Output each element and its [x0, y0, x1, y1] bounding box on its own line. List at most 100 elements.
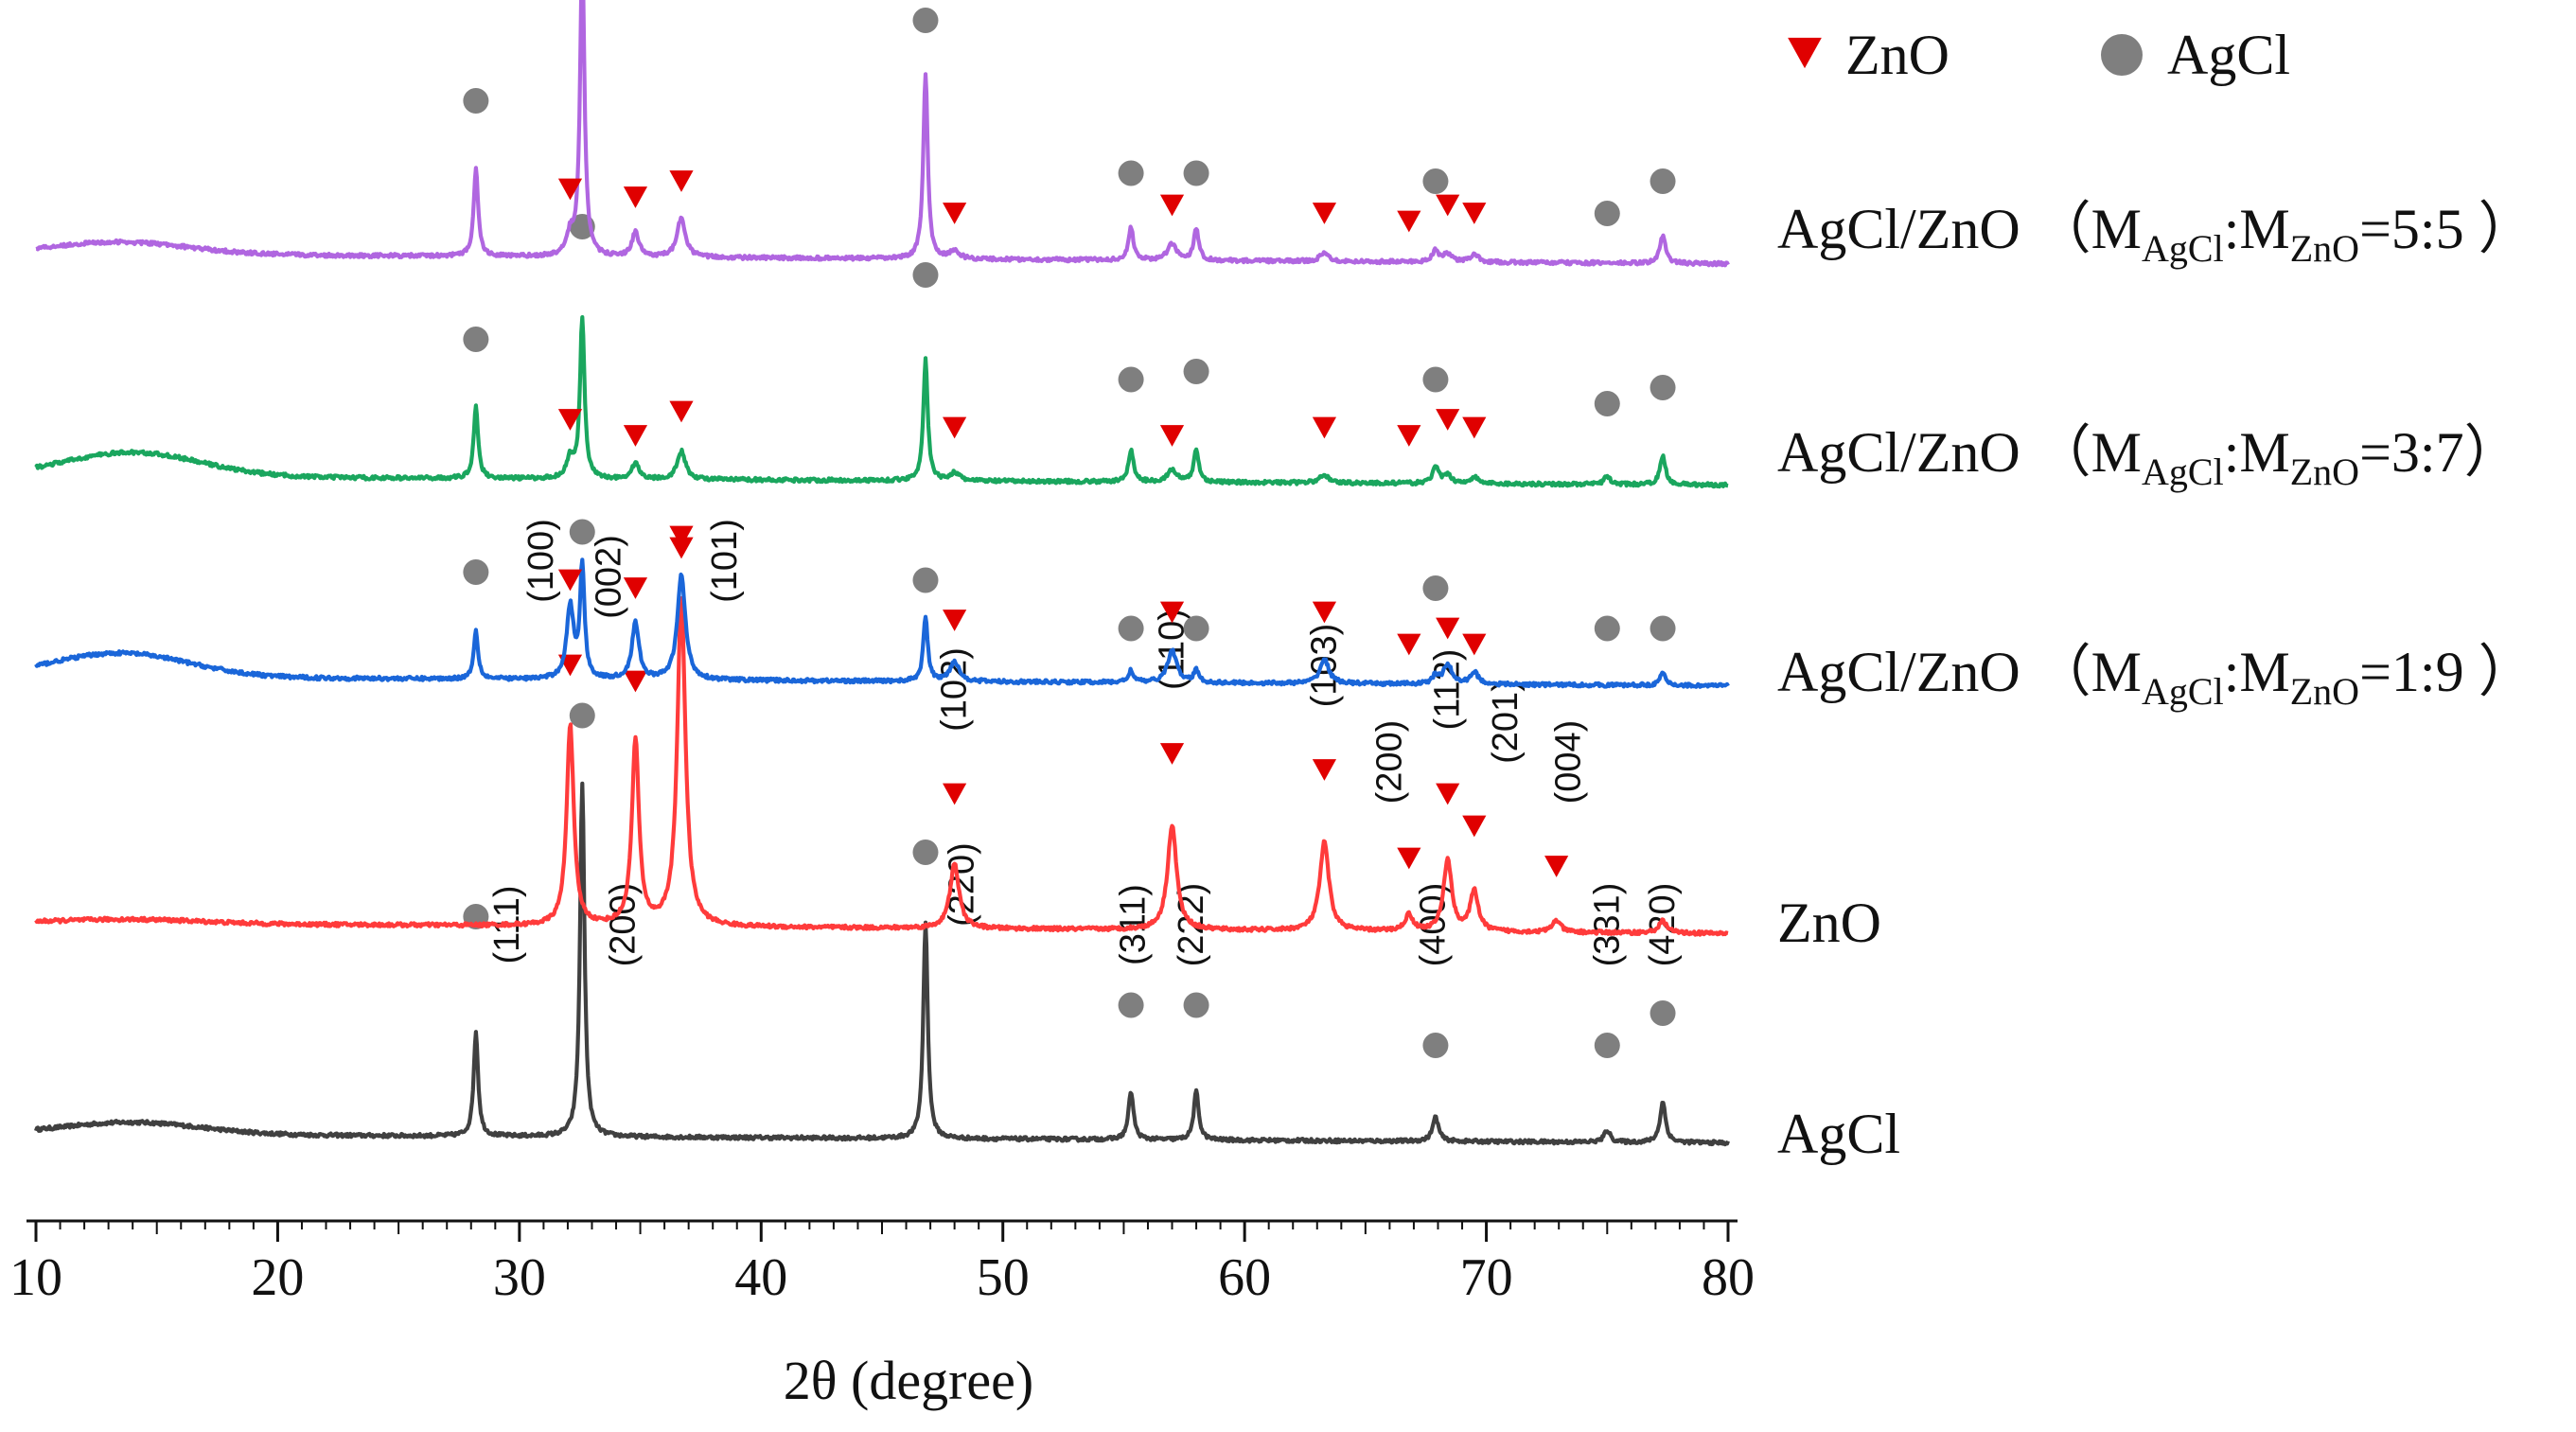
peak-marker-ratio19-agcl-1	[569, 519, 595, 545]
peak-marker-ratio19-agcl-16	[1650, 615, 1676, 642]
peak-marker-ratio19-zno-8	[1159, 601, 1185, 624]
peak-marker-zno-zno-6	[1397, 847, 1421, 870]
miller-index-agcl-1: (200)	[604, 883, 644, 967]
peak-marker-ratio37-zno-10	[1312, 416, 1337, 439]
peak-markers-zno	[557, 525, 1569, 877]
miller-index-zno-1: (002)	[589, 535, 628, 619]
peak-markers-ratio37	[463, 214, 1676, 447]
peak-marker-ratio37-zno-3	[623, 425, 648, 447]
x-tick-label-30: 30	[493, 1248, 546, 1307]
series-labels: AgCl ZnO AgCl/ZnO （MAgCl:MZnO=1:9 ） AgCl/Zn…	[1777, 198, 2535, 1165]
series-zno: (100) (002) (101)(102) (110) (103)(200)(112)…	[34, 519, 1730, 937]
series-label-ratio19: AgCl/ZnO （MAgCl:MZnO=1:9 ）	[1777, 641, 2535, 713]
peak-marker-agcl-agcl-4	[1183, 992, 1209, 1018]
x-tick-label-50: 50	[977, 1248, 1030, 1307]
peak-marker-ratio37-agcl-9	[1183, 359, 1209, 384]
peak-marker-zno-zno-5	[1312, 759, 1337, 781]
legend-zno-marker	[1788, 37, 1822, 69]
peak-marker-ratio55-agcl-12	[1422, 168, 1449, 194]
miller-index-zno-7: (112)	[1428, 649, 1468, 731]
peak-marker-ratio19-agcl-0	[463, 559, 489, 585]
miller-index-zno-0: (100)	[521, 519, 561, 603]
x-tick-label-70: 70	[1460, 1248, 1513, 1307]
series-line-agcl	[34, 781, 1730, 1147]
peak-marker-zno-zno-9	[1544, 856, 1569, 877]
peak-marker-ratio37-zno-14	[1462, 416, 1487, 439]
peak-marker-ratio19-agcl-12	[1422, 575, 1449, 601]
peak-marker-ratio37-agcl-12	[1422, 366, 1449, 393]
x-tick-label-60: 60	[1218, 1248, 1271, 1307]
peak-marker-zno-zno-3	[943, 783, 967, 805]
legend-zno-label: ZnO	[1845, 24, 1950, 86]
miller-index-zno-5: (103)	[1304, 624, 1344, 708]
x-axis: 10 20 30 40 50 60 70 80	[9, 1219, 1755, 1307]
peak-marker-ratio37-agcl-16	[1650, 375, 1676, 400]
x-tick-label-10: 10	[9, 1248, 62, 1307]
peak-marker-agcl-agcl-1	[569, 702, 595, 729]
series-layer: (111) (200) (220) (311) (222) (400) (331) (420)…	[34, 0, 1730, 1147]
miller-index-agcl-6: (331)	[1587, 883, 1627, 967]
legend-agcl-label: AgCl	[2167, 24, 2290, 86]
peak-marker-ratio55-zno-14	[1462, 203, 1487, 224]
series-line-ratio37	[34, 315, 1730, 489]
peak-marker-zno-zno-2	[669, 525, 694, 548]
peak-marker-ratio19-zno-6	[943, 610, 967, 631]
peak-marker-ratio19-agcl-15	[1594, 615, 1620, 642]
miller-index-zno-6: (200)	[1369, 720, 1409, 804]
peak-marker-ratio19-agcl-5	[912, 567, 939, 593]
series-label-ratio37: AgCl/ZnO （MAgCl:MZnO=3:7）	[1777, 421, 2521, 493]
x-tick-label-80: 80	[1702, 1248, 1755, 1307]
series-label-agcl: AgCl	[1777, 1103, 1900, 1165]
peak-marker-agcl-agcl-6	[1594, 1033, 1620, 1058]
peak-marker-ratio37-agcl-5	[912, 262, 939, 288]
series-line-zno	[34, 595, 1730, 937]
peak-marker-ratio55-zno-6	[943, 203, 967, 224]
x-tick-label-20: 20	[251, 1248, 304, 1307]
peak-marker-agcl-agcl-3	[1118, 992, 1144, 1018]
peak-marker-ratio37-zno-2	[557, 409, 583, 431]
peak-marker-ratio55-zno-2	[557, 178, 583, 201]
series-ratio55	[34, 0, 1730, 268]
peak-marker-agcl-agcl-5	[1422, 1033, 1449, 1058]
miller-index-zno-8: (201)	[1486, 680, 1526, 764]
peak-markers-ratio55	[463, 8, 1676, 233]
peak-marker-agcl-agcl-7	[1650, 1000, 1676, 1026]
peak-marker-zno-zno-1	[623, 670, 648, 693]
peak-marker-zno-zno-4	[1159, 743, 1185, 765]
peak-marker-ratio55-agcl-0	[463, 88, 489, 114]
peak-marker-ratio37-zno-11	[1397, 425, 1421, 447]
peak-markers-ratio19	[463, 519, 1676, 656]
series-ratio19	[34, 519, 1730, 689]
peak-marker-ratio37-agcl-15	[1594, 391, 1620, 416]
peak-marker-ratio55-agcl-16	[1650, 168, 1676, 194]
peak-marker-ratio19-agcl-9	[1183, 615, 1209, 642]
peak-marker-ratio37-agcl-7	[1118, 366, 1144, 393]
peak-marker-ratio19-zno-11	[1397, 633, 1421, 656]
x-tick-label-40: 40	[734, 1248, 787, 1307]
peak-marker-ratio19-zno-13	[1436, 617, 1460, 640]
peak-marker-ratio37-zno-6	[943, 416, 967, 439]
x-axis-title: 2θ (degree)	[784, 1350, 1033, 1411]
legend-agcl-marker	[2101, 34, 2143, 76]
peak-marker-ratio37-zno-4	[669, 400, 694, 423]
legend: ZnO AgCl	[1788, 24, 2290, 86]
peak-marker-ratio55-zno-4	[669, 170, 694, 192]
peak-marker-ratio55-agcl-15	[1594, 201, 1620, 226]
series-line-ratio55	[34, 0, 1730, 268]
peak-marker-ratio19-zno-2	[557, 569, 583, 592]
series-label-zno: ZnO	[1777, 892, 1881, 954]
peak-marker-ratio55-agcl-7	[1118, 160, 1144, 186]
series-ratio37	[34, 214, 1730, 489]
peak-marker-ratio55-zno-8	[1159, 194, 1185, 217]
peak-marker-ratio55-zno-13	[1436, 194, 1460, 217]
miller-index-zno-2: (101)	[705, 519, 745, 603]
peak-marker-ratio19-zno-3	[623, 577, 648, 599]
peak-marker-ratio37-agcl-0	[463, 327, 489, 352]
peak-marker-ratio55-zno-10	[1312, 203, 1337, 224]
peak-marker-zno-zno-7	[1436, 783, 1460, 805]
peak-marker-ratio55-agcl-5	[912, 8, 939, 33]
miller-index-zno-9: (004)	[1548, 720, 1588, 804]
peak-marker-zno-zno-8	[1462, 815, 1487, 838]
series-label-ratio55: AgCl/ZnO （MAgCl:MZnO=5:5 ）	[1777, 198, 2535, 270]
